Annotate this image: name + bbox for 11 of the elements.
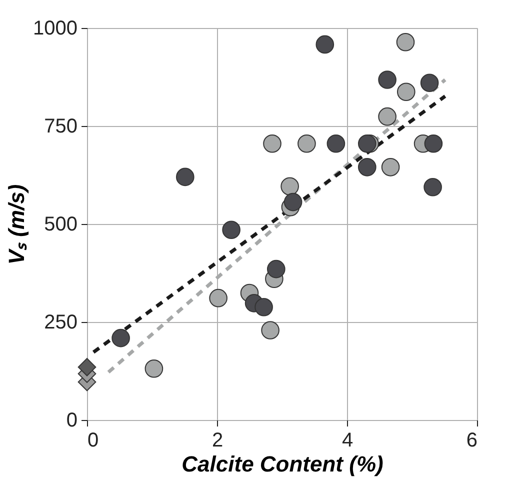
x-tick-label: 4 — [342, 430, 354, 452]
y-tick-label: 500 — [44, 214, 78, 236]
x-tick-label: 2 — [212, 430, 224, 452]
x-axis-title: Calcite Content (%) — [182, 452, 384, 476]
y-axis-title: Vₛ (m/s) — [4, 184, 30, 265]
y-tick-label: 0 — [66, 410, 78, 432]
y-tick-label: 750 — [44, 116, 78, 138]
y-tick-label: 250 — [44, 312, 78, 334]
x-tick-label: 6 — [466, 430, 478, 452]
y-tick-label: 1000 — [33, 18, 78, 40]
x-tick-label: 0 — [88, 430, 99, 452]
